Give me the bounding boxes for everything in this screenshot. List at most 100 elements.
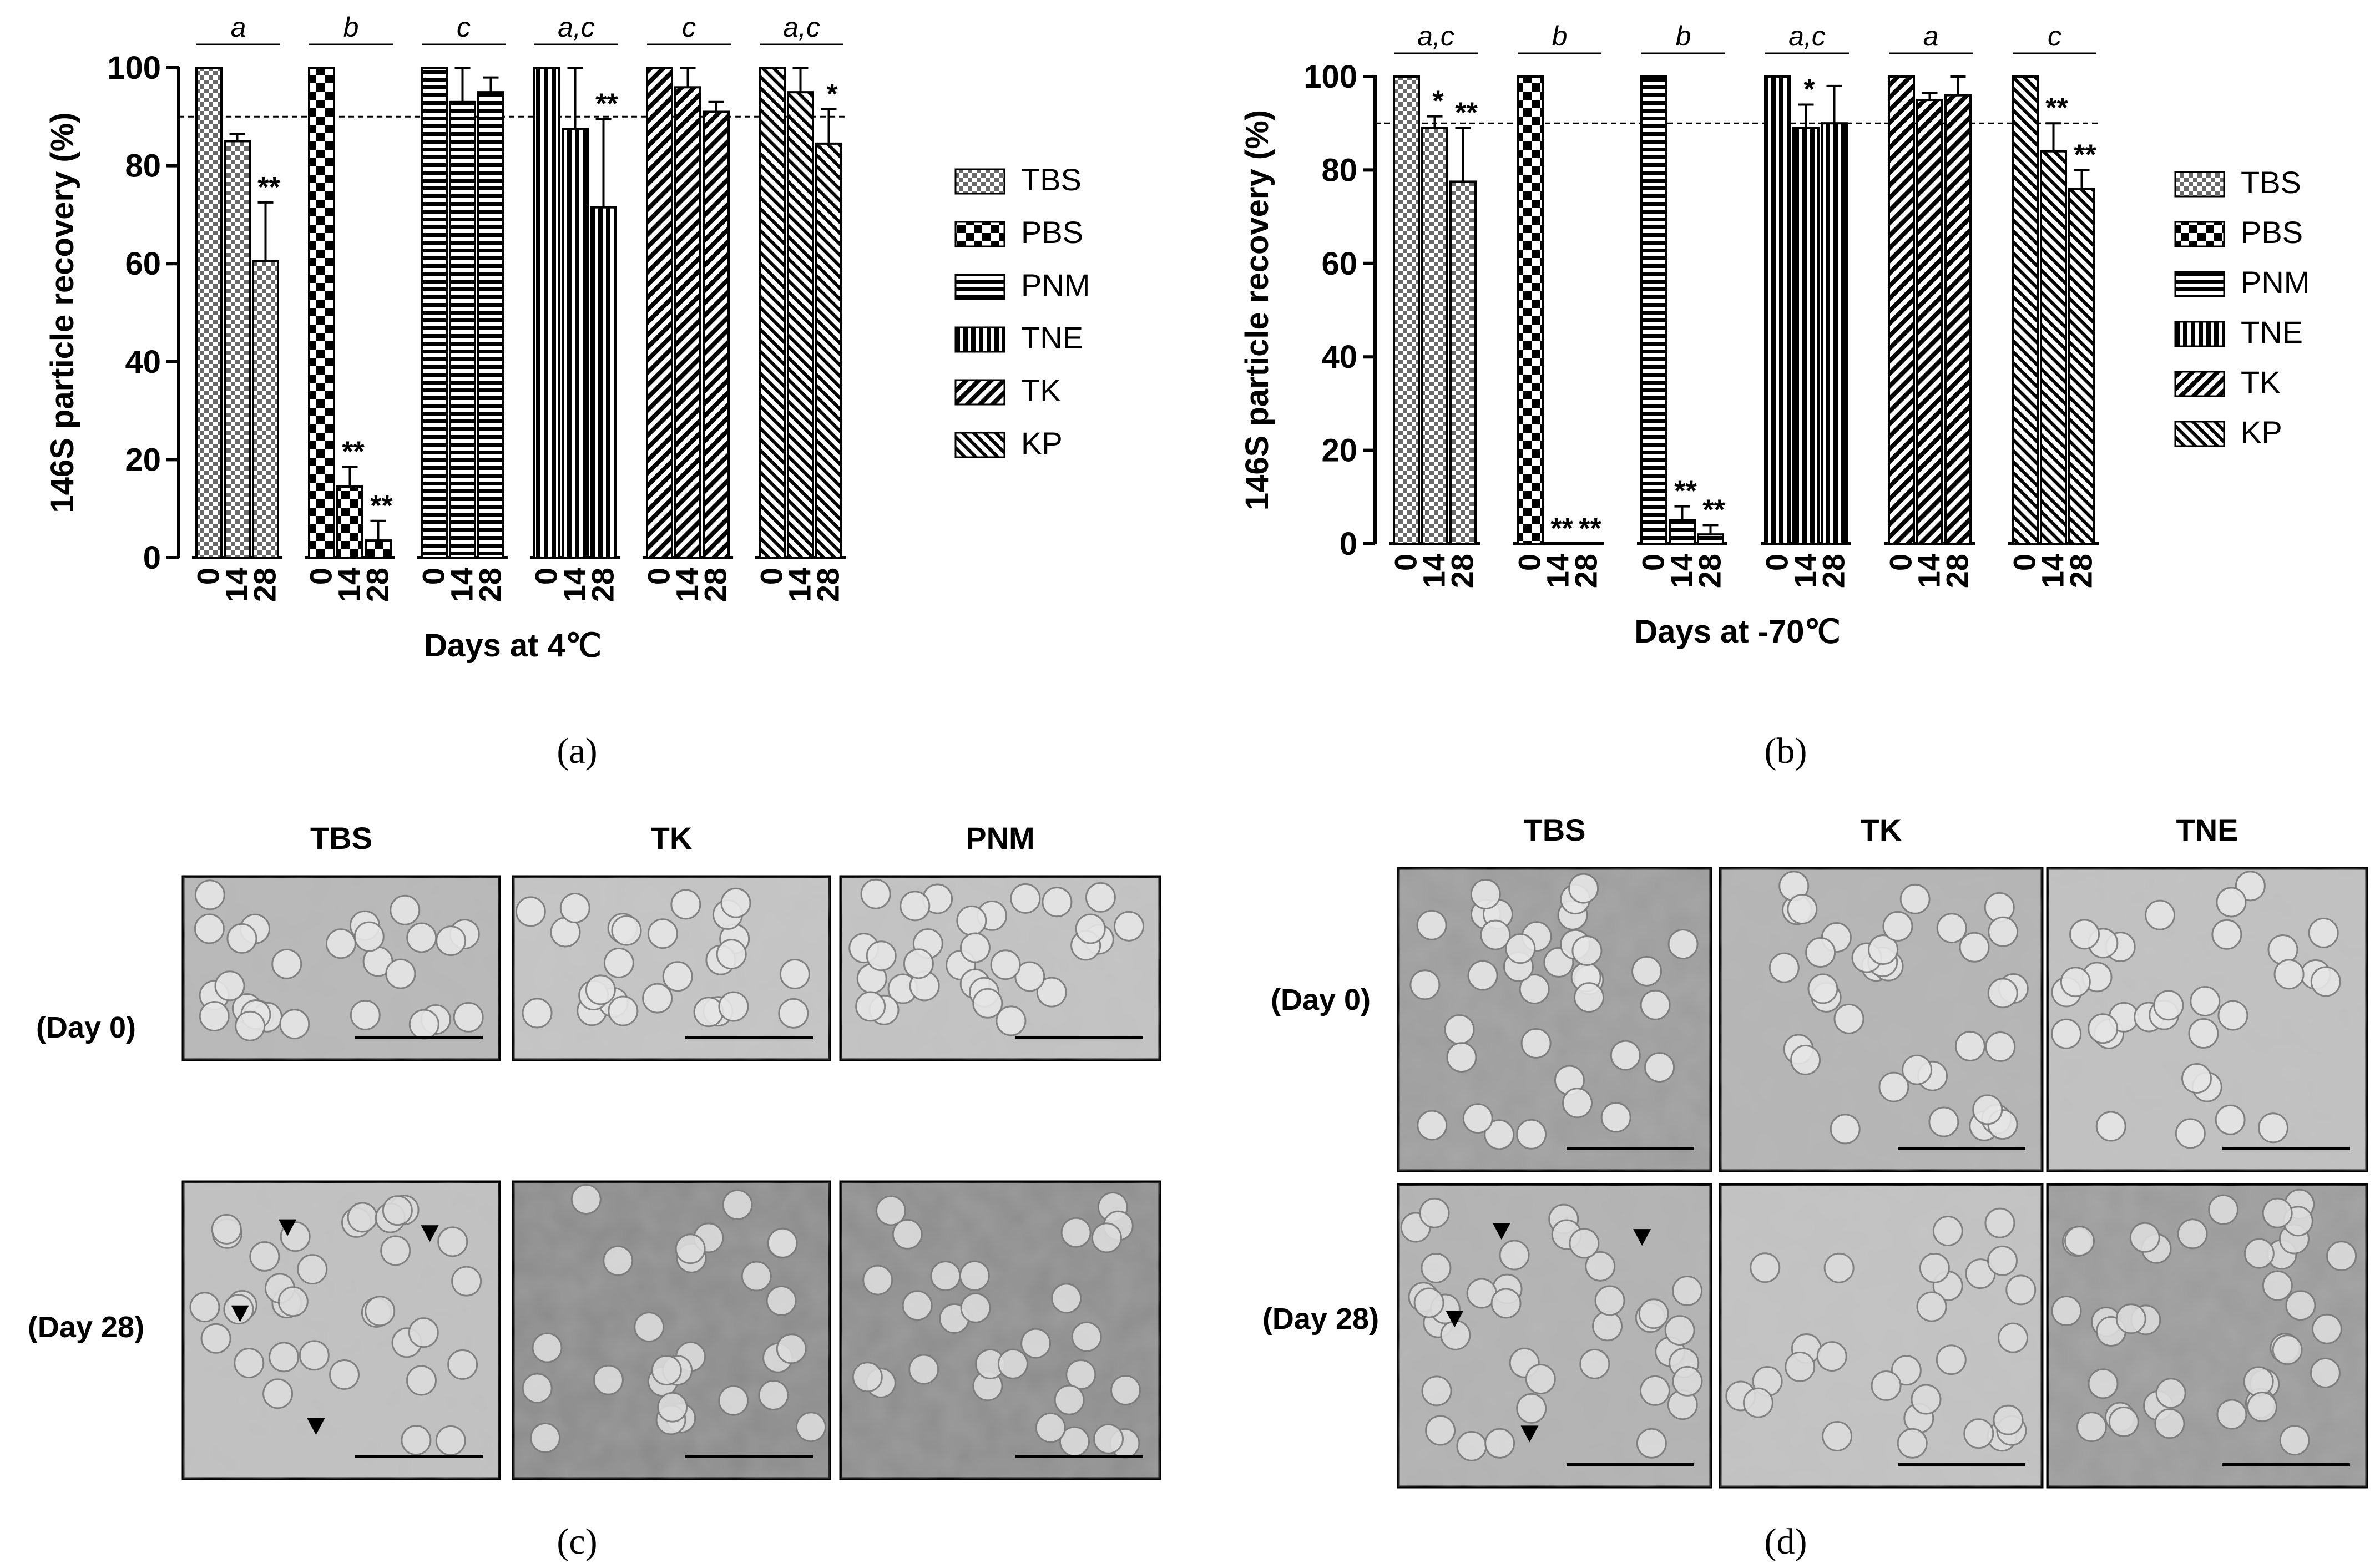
x-tick-label: 14 <box>670 568 705 602</box>
x-tick-label: 0 <box>529 568 564 585</box>
micrograph-column-label: PNM <box>966 821 1034 856</box>
y-tick-label: 60 <box>1321 246 1357 282</box>
virus-particle <box>365 1296 396 1327</box>
virus-particle <box>1768 952 1800 983</box>
y-axis-title: 146S particle recovery (%) <box>44 112 80 513</box>
y-tick-label: 0 <box>143 540 161 576</box>
x-tick-label: 28 <box>473 568 508 602</box>
bar <box>365 539 392 559</box>
virus-particle <box>2262 1197 2293 1228</box>
bar-group-PBS: b 0 ** 14 ** 28 <box>304 12 395 602</box>
virus-particle <box>406 1365 437 1396</box>
virus-particle <box>1816 1341 1847 1372</box>
micrograph-row-label: (Day 28) <box>28 1311 144 1344</box>
y-tick-label: 80 <box>1321 152 1357 188</box>
virus-particle <box>956 905 987 936</box>
virus-particle <box>199 1001 230 1032</box>
virus-particle <box>862 1264 893 1296</box>
virus-particle <box>2326 1241 2357 1272</box>
virus-particle <box>1631 955 1663 987</box>
virus-particle <box>325 928 356 959</box>
arrowhead-marker <box>421 1225 439 1242</box>
legend-label: TK <box>1021 373 1061 408</box>
virus-particle <box>1579 1348 1610 1379</box>
micrograph-image <box>839 875 1161 1061</box>
micrograph-image <box>2046 1183 2368 1489</box>
virus-particle <box>1871 1370 1902 1402</box>
virus-particle <box>779 959 810 990</box>
virus-particle <box>200 1323 231 1354</box>
arrowhead-marker <box>1633 1229 1651 1246</box>
virus-particle <box>1585 1251 1616 1282</box>
legend-label: TK <box>2241 365 2281 399</box>
virus-particle <box>1988 916 2019 947</box>
virus-particle <box>860 878 891 909</box>
virus-particle <box>2216 1399 2247 1430</box>
virus-particle <box>1919 1252 1950 1283</box>
x-tick-label: 0 <box>2007 554 2042 571</box>
virus-particle <box>1984 1207 2015 1238</box>
virus-particle <box>1672 1275 1703 1306</box>
virus-particle <box>1085 882 1116 913</box>
virus-particle <box>406 922 437 953</box>
virus-particle <box>2088 1013 2119 1044</box>
virus-particle <box>297 1254 328 1285</box>
virus-particle <box>657 1392 688 1423</box>
virus-particle <box>437 1226 468 1257</box>
micrograph-row-label: (Day 28) <box>1262 1302 1379 1336</box>
virus-particle <box>194 879 225 911</box>
virus-particle <box>2216 887 2247 918</box>
x-tick-label: 28 <box>360 568 395 602</box>
virus-particle <box>1636 1428 1667 1459</box>
virus-particle <box>1787 893 1818 924</box>
x-tick-label: 0 <box>1512 554 1547 571</box>
virus-particle <box>1516 1393 1547 1424</box>
micrograph-image <box>181 875 501 1061</box>
virus-particle <box>1742 1387 1773 1418</box>
x-tick-label: 14 <box>219 568 254 602</box>
virus-particle <box>1916 1291 1947 1322</box>
virus-particle <box>1638 1298 1669 1329</box>
micrograph-image <box>839 1180 1161 1480</box>
virus-particle <box>1868 934 1899 965</box>
micrograph-row-label: (Day 0) <box>1271 983 1371 1016</box>
virus-particle <box>1639 1375 1670 1406</box>
virus-particle <box>2153 990 2184 1021</box>
virus-particle <box>2308 917 2339 948</box>
virus-particle <box>1051 1283 1082 1314</box>
virus-particle <box>741 1261 772 1292</box>
legend-swatch <box>2174 221 2225 247</box>
virus-particle <box>522 1373 553 1404</box>
virus-particle <box>722 1189 753 1220</box>
micrograph-panel-0: TBS TK PNM (Day 0) (Day 28) (c) <box>28 821 1161 1562</box>
virus-particle <box>214 970 245 1002</box>
x-tick-label: 28 <box>2064 554 2099 588</box>
legend-label: PNM <box>1021 267 1090 302</box>
significance-mark: * <box>1803 74 1815 106</box>
arrowhead-marker <box>279 1219 297 1236</box>
legend-swatch <box>2174 271 2225 297</box>
virus-particle <box>1897 1428 1928 1459</box>
x-tick-label: 14 <box>1664 554 1699 588</box>
virus-particle <box>1928 1106 1959 1137</box>
virus-particle <box>1936 913 1967 944</box>
virus-particle <box>451 1266 482 1297</box>
group-letter: a,c <box>783 12 820 43</box>
virus-particle <box>1484 1119 1515 1150</box>
x-tick-label: 14 <box>1540 554 1575 588</box>
virus-particle <box>1790 1044 1821 1075</box>
virus-particle <box>647 918 678 949</box>
virus-particle <box>662 961 693 992</box>
legend-swatch <box>2174 371 2225 397</box>
virus-particle <box>2310 966 2341 997</box>
x-tick-label: 28 <box>247 568 282 602</box>
bar <box>646 67 673 559</box>
virus-particle <box>453 1002 484 1033</box>
bar-group-TNE: a,c 014 ** 28 <box>529 12 620 602</box>
significance-mark: ** <box>595 88 618 120</box>
virus-particle <box>1444 1014 1475 1045</box>
virus-particle <box>382 1195 413 1226</box>
virus-particle <box>194 913 225 944</box>
